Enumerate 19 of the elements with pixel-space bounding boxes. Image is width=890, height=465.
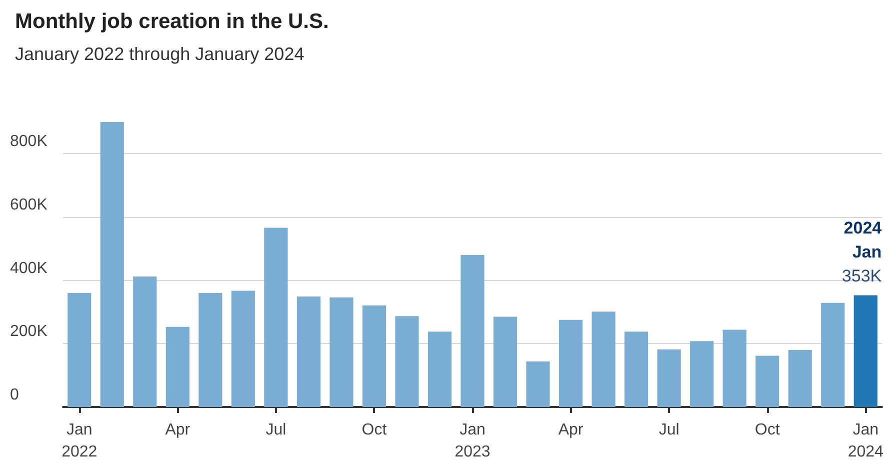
data-label: 353K bbox=[842, 266, 882, 286]
x-tick-label: Jul bbox=[658, 422, 680, 438]
annotation: 2024 bbox=[844, 218, 882, 238]
x-tick-label: Jan 2022 bbox=[62, 422, 98, 460]
x-tick-label: Jan 2023 bbox=[454, 422, 490, 460]
x-tick-label: Apr bbox=[558, 422, 584, 438]
x-tick-label: Oct bbox=[754, 422, 780, 438]
y-tick-label: 800K bbox=[10, 133, 48, 150]
x-tick-label: Oct bbox=[362, 422, 388, 438]
x-tick-label: Jul bbox=[266, 422, 286, 438]
y-tick-label: 200K bbox=[10, 323, 48, 340]
chart-title: Monthly job creation in the U.S. bbox=[15, 10, 329, 33]
chart-subtitle: January 2022 through January 2024 bbox=[15, 44, 304, 64]
x-tick-label: Jan 2024 bbox=[848, 422, 884, 460]
annotation: Jan bbox=[852, 242, 882, 262]
y-tick-label: 400K bbox=[10, 260, 48, 277]
y-tick-label: 600K bbox=[10, 196, 48, 214]
y-tick-label: 0 bbox=[10, 386, 19, 404]
x-tick-label: Apr bbox=[165, 422, 191, 438]
